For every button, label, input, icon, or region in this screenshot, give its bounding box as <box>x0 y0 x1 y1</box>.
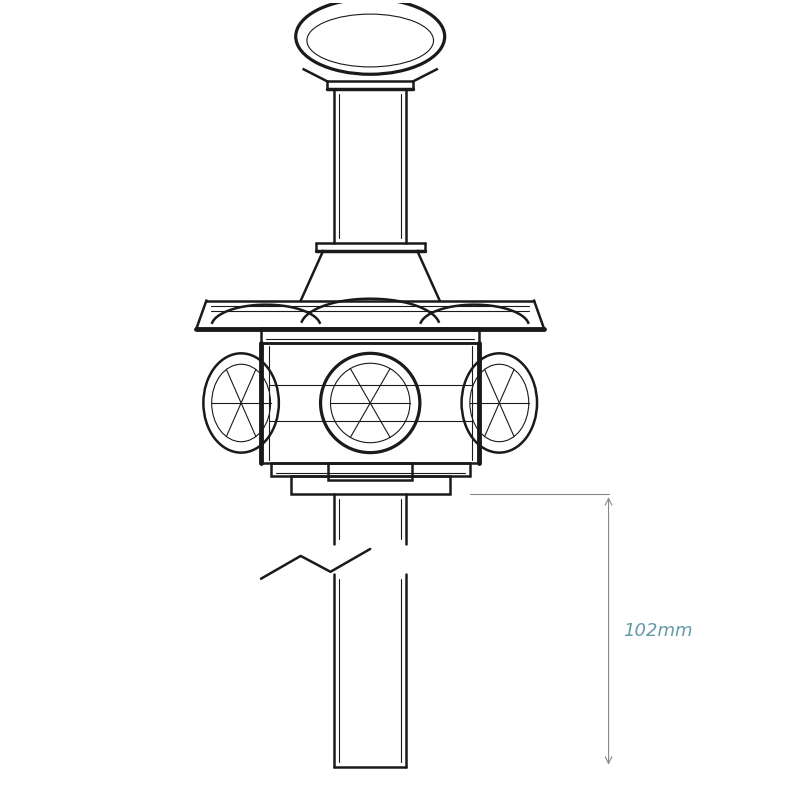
Bar <box>290 477 450 494</box>
Bar <box>261 329 479 343</box>
Text: 102mm: 102mm <box>623 622 693 640</box>
Bar <box>271 462 470 477</box>
Bar <box>328 462 413 481</box>
